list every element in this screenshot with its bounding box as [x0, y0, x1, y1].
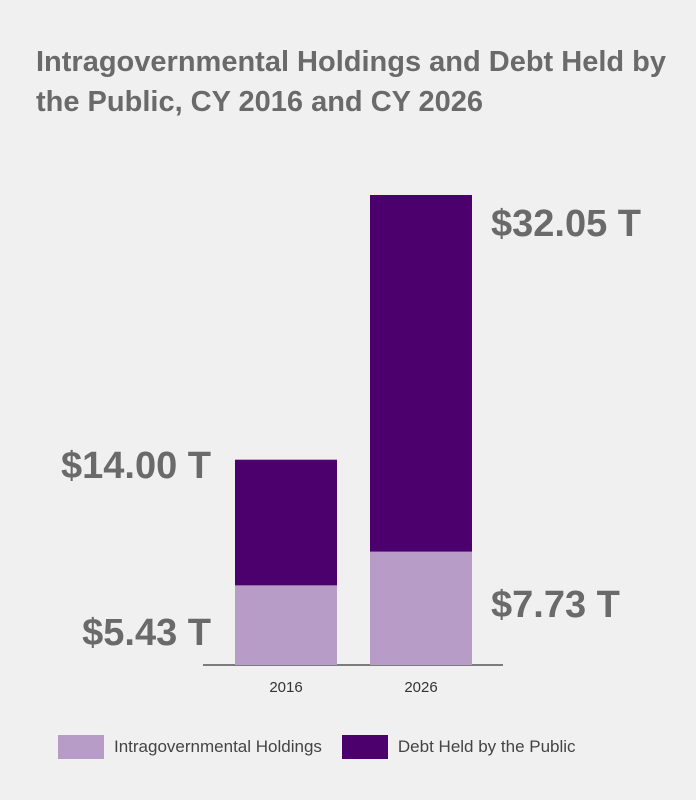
data-label-2016-total: $14.00 T — [61, 445, 211, 487]
legend-swatch-debt-held-by-public — [341, 735, 388, 759]
x-tick-label-2016: 2016 — [269, 679, 302, 696]
data-label-2016-intragovernmental-holdings: $5.43 T — [82, 612, 211, 654]
stacked-bar-chart: 2016 2026 $5.43 T $14.00 T $7.73 T $32.05 T — [61, 195, 641, 696]
bar-2016-debt-held-by-public — [235, 459, 337, 586]
chart-legend: Intragovernmental Holdings Debt Held by … — [58, 735, 576, 759]
legend-item-debt-held-by-public: Debt Held by the Public — [341, 735, 576, 759]
legend-swatch-intragovernmental-holdings — [58, 735, 104, 759]
legend-item-intragovernmental-holdings: Intragovernmental Holdings — [58, 735, 322, 759]
x-tick-label-2026: 2026 — [404, 679, 437, 696]
bar-2026-intragovernmental-holdings — [370, 551, 472, 665]
legend-label-intragovernmental-holdings: Intragovernmental Holdings — [114, 737, 322, 756]
bar-2026-debt-held-by-public — [370, 195, 472, 552]
bar-2016-intragovernmental-holdings — [235, 585, 337, 665]
chart-title: Intragovernmental Holdings and Debt Held… — [36, 46, 667, 118]
data-label-2026-total: $32.05 T — [491, 203, 641, 245]
data-label-2026-intragovernmental-holdings: $7.73 T — [491, 584, 620, 626]
legend-label-debt-held-by-public: Debt Held by the Public — [397, 737, 576, 756]
